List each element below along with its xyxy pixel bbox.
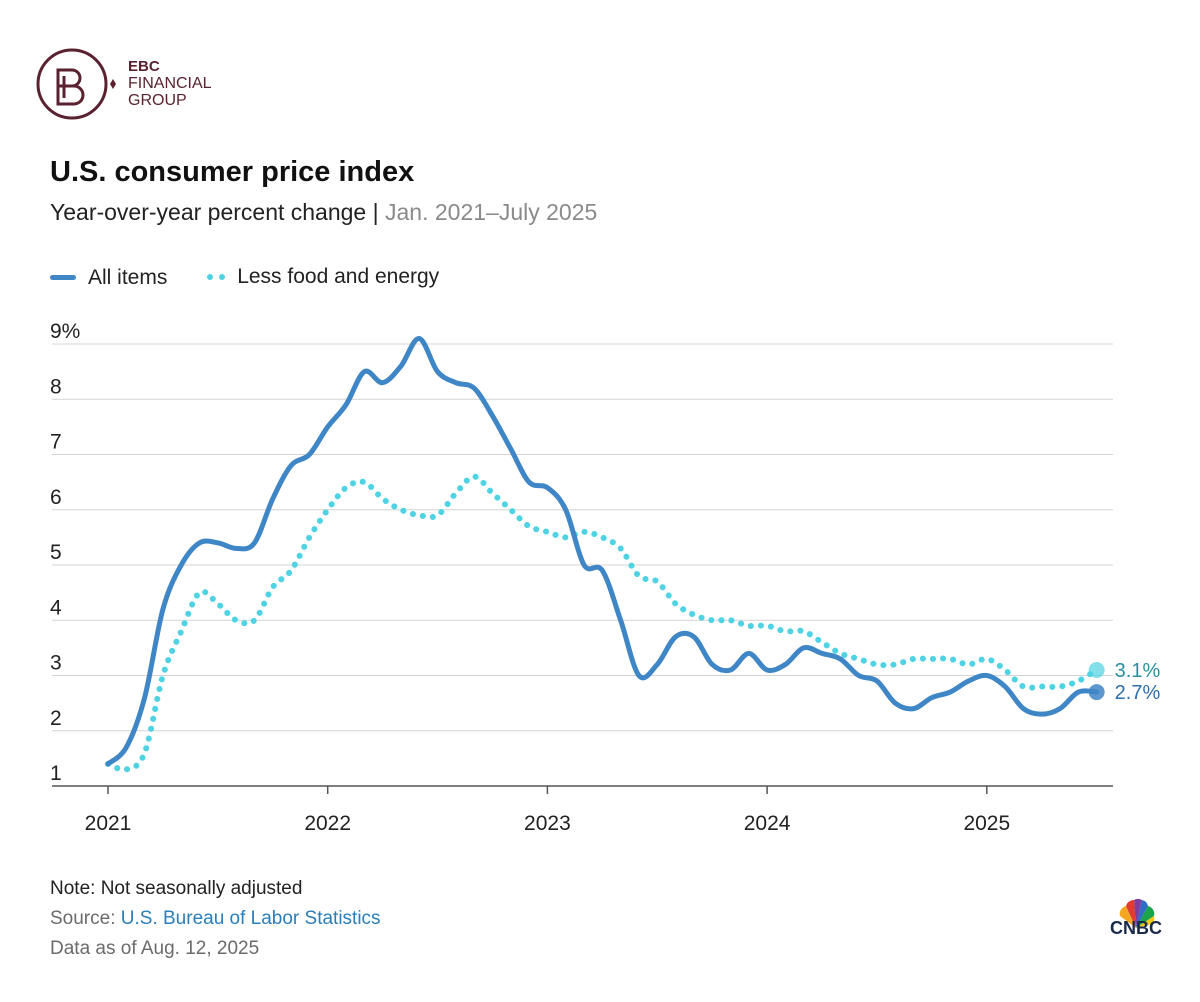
cpi-line-chart: 1 2 3 4 5 6 7 8 9% 2021 2022 2023 2024 2025 3.1%2.7% bbox=[50, 320, 1161, 835]
footer-source: Source: U.S. Bureau of Labor Statistics bbox=[50, 904, 381, 934]
footer-note: Note: Not seasonally adjusted bbox=[50, 878, 303, 899]
cnbc-wordmark: CNBC bbox=[1110, 918, 1162, 938]
legend-label-core: Less food and energy bbox=[237, 265, 440, 288]
subtitle-text: Year-over-year percent change bbox=[50, 199, 367, 225]
x-axis-ticks: 2021 2022 2023 2024 2025 bbox=[85, 786, 1010, 835]
gridlines bbox=[52, 343, 1113, 787]
legend-item-all-items: All items bbox=[50, 266, 167, 290]
series-line-all-items bbox=[105, 335, 1100, 767]
end-labels: 3.1%2.7% bbox=[1088, 660, 1161, 704]
end-value-label: 3.1% bbox=[1115, 660, 1161, 682]
brand-line-3: GROUP bbox=[128, 92, 187, 109]
series-lines bbox=[105, 335, 1100, 773]
y-tick-label: 1 bbox=[50, 762, 62, 785]
end-point-marker bbox=[1088, 661, 1105, 678]
x-tick-label: 2023 bbox=[524, 812, 571, 835]
ebc-monogram-icon bbox=[36, 48, 116, 120]
legend-label-all-items: All items bbox=[88, 265, 168, 289]
x-tick-label: 2025 bbox=[963, 812, 1010, 835]
y-tick-label: 5 bbox=[50, 541, 62, 564]
chart-title: U.S. consumer price index bbox=[50, 156, 415, 188]
legend-swatch-solid bbox=[50, 275, 76, 280]
peacock-icon bbox=[1119, 898, 1155, 928]
legend-item-core: Less food and energy bbox=[207, 265, 439, 289]
date-range: Jan. 2021–July 2025 bbox=[385, 199, 598, 225]
end-value-label: 2.7% bbox=[1115, 682, 1161, 704]
chart-subtitle: Year-over-year percent change | Jan. 202… bbox=[50, 199, 597, 226]
y-tick-label: 6 bbox=[50, 486, 62, 509]
x-tick-label: 2021 bbox=[85, 812, 132, 835]
y-axis-ticks: 1 2 3 4 5 6 7 8 9% bbox=[50, 320, 80, 785]
y-tick-label: 7 bbox=[50, 431, 62, 454]
y-tick-label: 3 bbox=[50, 652, 62, 675]
y-tick-label: 4 bbox=[50, 596, 62, 619]
brand-name: EBC FINANCIAL GROUP bbox=[128, 58, 212, 109]
brand-line-1: EBC bbox=[128, 58, 160, 75]
source-prefix: Source: bbox=[50, 908, 121, 929]
end-point-marker bbox=[1088, 684, 1105, 701]
footer-data-as-of: Data as of Aug. 12, 2025 bbox=[50, 938, 260, 959]
y-tick-label: 9% bbox=[50, 320, 80, 343]
x-tick-label: 2022 bbox=[304, 812, 351, 835]
x-tick-label: 2024 bbox=[744, 812, 791, 835]
chart-footer: Note: Not seasonally adjusted Source: U.… bbox=[50, 874, 381, 964]
subtitle-separator: | bbox=[366, 199, 385, 225]
source-link[interactable]: U.S. Bureau of Labor Statistics bbox=[120, 908, 381, 929]
legend-swatch-dotted bbox=[207, 274, 226, 280]
brand-line-2: FINANCIAL bbox=[128, 75, 212, 92]
series-line-core bbox=[105, 473, 1100, 773]
y-tick-label: 8 bbox=[50, 375, 62, 398]
chart-legend: All items Less food and energy bbox=[50, 262, 473, 290]
y-tick-label: 2 bbox=[50, 707, 62, 730]
